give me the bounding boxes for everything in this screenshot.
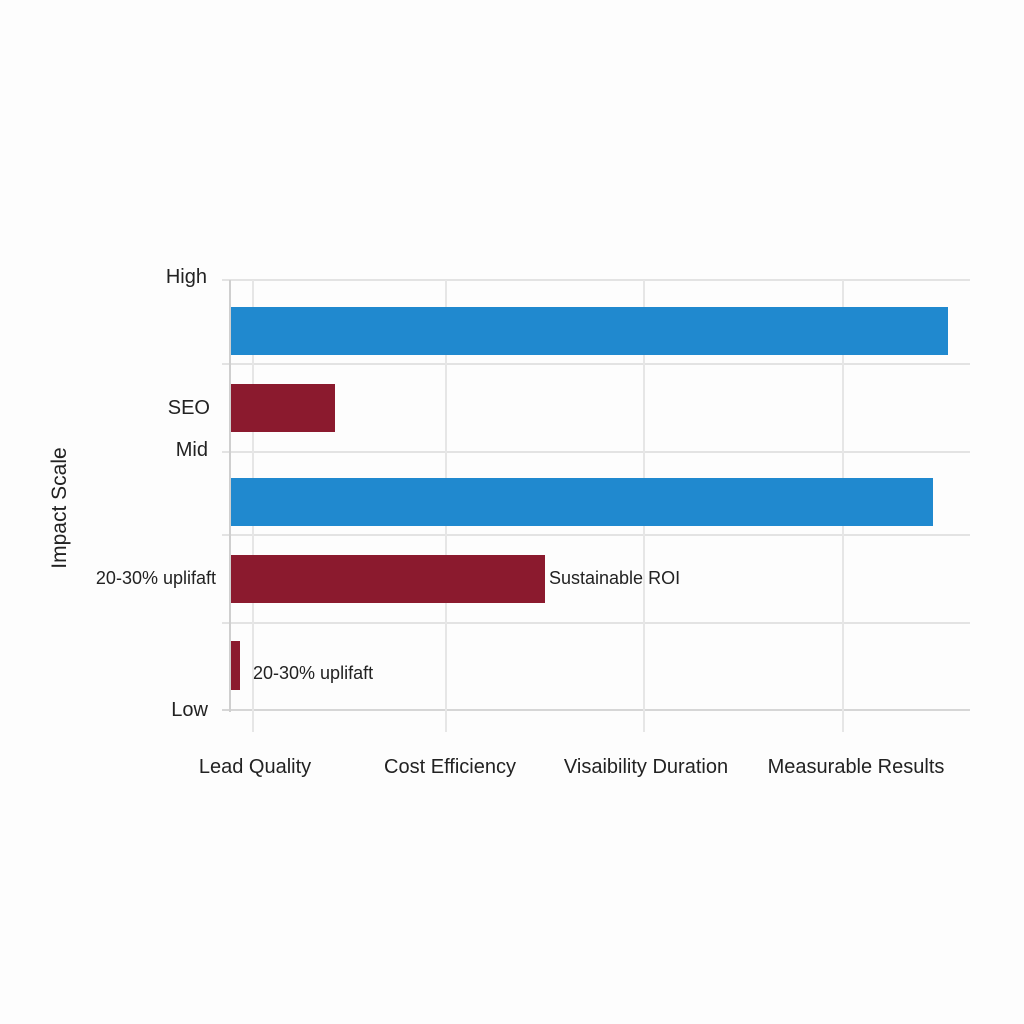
xtick-visibility-duration: Visaibility Duration [563, 756, 729, 778]
gridline-h [222, 451, 970, 453]
y-axis-label: Impact Scale [48, 447, 71, 569]
y-axis-line [229, 280, 231, 712]
bar-sustainable-roi-red [231, 555, 545, 603]
ytick-high: High [165, 266, 207, 288]
xtick-cost-efficiency: Cost Efficiency [384, 756, 516, 778]
x-axis-line [222, 709, 970, 711]
gridline-h [222, 622, 970, 624]
ytick-uplift: 20-30% uplifaft [95, 568, 216, 588]
bar-seo-red [231, 384, 335, 432]
xtick-lead-quality: Lead Quality [198, 756, 312, 778]
bar-mid-blue [231, 478, 933, 526]
bar-high-blue [231, 307, 948, 355]
ytick-seo: SEO [167, 397, 210, 419]
gridline-h [222, 279, 970, 281]
xtick-measurable-results: Measurable Results [767, 756, 945, 778]
gridline-h [222, 534, 970, 536]
bar-low-red [231, 641, 240, 690]
gridline-h [222, 363, 970, 365]
annotation-sustainable-roi: Sustainable ROI [549, 568, 681, 588]
ytick-low: Low [171, 699, 208, 721]
annotation-uplift: 20-30% uplifaft [253, 663, 374, 683]
ytick-mid: Mid [175, 439, 208, 461]
